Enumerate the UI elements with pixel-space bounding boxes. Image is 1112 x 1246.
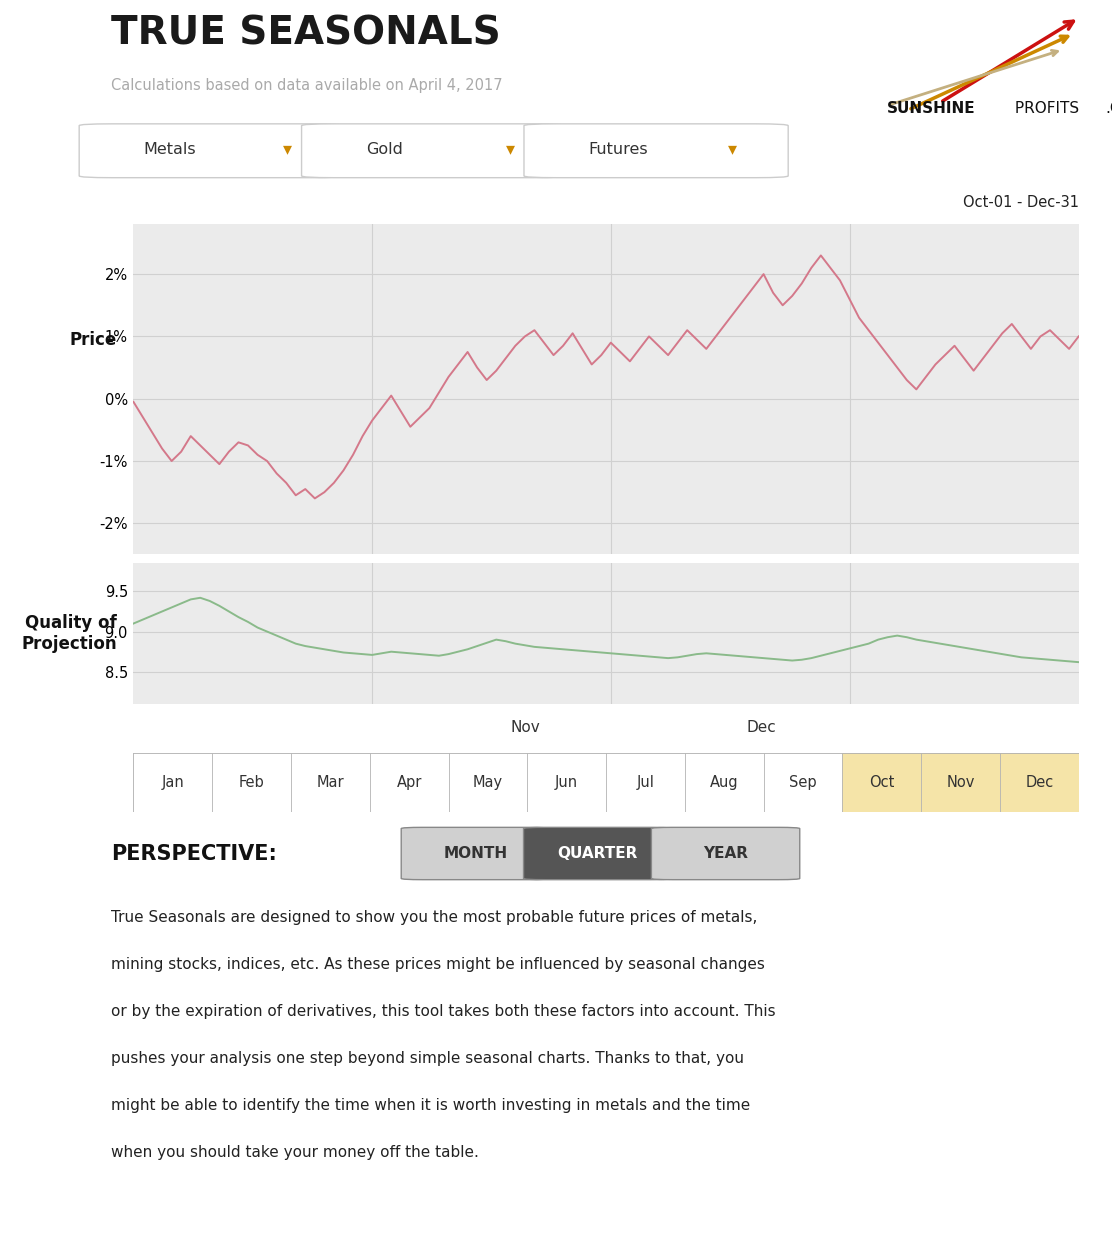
Text: Futures: Futures xyxy=(588,142,647,157)
Text: Nov: Nov xyxy=(510,719,540,735)
Text: Oct-01 - Dec-31: Oct-01 - Dec-31 xyxy=(963,194,1079,211)
Text: .COM: .COM xyxy=(1105,101,1112,116)
Text: Aug: Aug xyxy=(709,775,738,790)
Text: May: May xyxy=(473,775,503,790)
Text: YEAR: YEAR xyxy=(703,846,748,861)
Text: Jul: Jul xyxy=(636,775,654,790)
Text: Dec: Dec xyxy=(1025,775,1053,790)
FancyBboxPatch shape xyxy=(301,123,566,178)
Text: Sep: Sep xyxy=(790,775,817,790)
Text: mining stocks, indices, etc. As these prices might be influenced by seasonal cha: mining stocks, indices, etc. As these pr… xyxy=(111,957,765,972)
Text: when you should take your money off the table.: when you should take your money off the … xyxy=(111,1145,479,1160)
FancyBboxPatch shape xyxy=(79,123,344,178)
FancyBboxPatch shape xyxy=(401,827,549,880)
Bar xyxy=(291,753,369,812)
Text: PROFITS: PROFITS xyxy=(1010,101,1079,116)
Bar xyxy=(606,753,685,812)
Bar xyxy=(843,753,921,812)
Text: Jan: Jan xyxy=(161,775,185,790)
Text: TRUE SEASONALS: TRUE SEASONALS xyxy=(111,15,500,52)
Text: True Seasonals are designed to show you the most probable future prices of metal: True Seasonals are designed to show you … xyxy=(111,910,757,925)
Bar xyxy=(212,753,291,812)
Text: MONTH: MONTH xyxy=(444,846,507,861)
Text: Apr: Apr xyxy=(397,775,421,790)
Bar xyxy=(685,753,764,812)
Text: Jun: Jun xyxy=(555,775,578,790)
FancyBboxPatch shape xyxy=(524,827,672,880)
Text: Oct: Oct xyxy=(870,775,894,790)
Text: ▾: ▾ xyxy=(284,141,292,158)
Bar xyxy=(133,753,212,812)
Text: PERSPECTIVE:: PERSPECTIVE: xyxy=(111,844,277,863)
Bar xyxy=(764,753,843,812)
Text: QUARTER: QUARTER xyxy=(557,846,638,861)
Text: Calculations based on data available on April 4, 2017: Calculations based on data available on … xyxy=(111,78,503,93)
Text: Feb: Feb xyxy=(239,775,265,790)
Text: or by the expiration of derivatives, this tool takes both these factors into acc: or by the expiration of derivatives, thi… xyxy=(111,1004,776,1019)
Text: Gold: Gold xyxy=(366,142,403,157)
Text: Mar: Mar xyxy=(317,775,345,790)
FancyBboxPatch shape xyxy=(524,123,788,178)
Bar xyxy=(448,753,527,812)
Bar xyxy=(527,753,606,812)
Text: might be able to identify the time when it is worth investing in metals and the : might be able to identify the time when … xyxy=(111,1098,751,1113)
Text: Nov: Nov xyxy=(946,775,975,790)
Bar xyxy=(1000,753,1079,812)
Text: ▾: ▾ xyxy=(506,141,515,158)
Text: pushes your analysis one step beyond simple seasonal charts. Thanks to that, you: pushes your analysis one step beyond sim… xyxy=(111,1050,744,1065)
Text: Quality of
Projection: Quality of Projection xyxy=(21,614,117,653)
Text: Dec: Dec xyxy=(746,719,776,735)
Text: Metals: Metals xyxy=(143,142,196,157)
Bar xyxy=(921,753,1000,812)
Text: Price: Price xyxy=(70,330,117,349)
Bar xyxy=(369,753,448,812)
FancyBboxPatch shape xyxy=(652,827,800,880)
Text: SUNSHINE: SUNSHINE xyxy=(887,101,975,116)
Text: ▾: ▾ xyxy=(728,141,737,158)
